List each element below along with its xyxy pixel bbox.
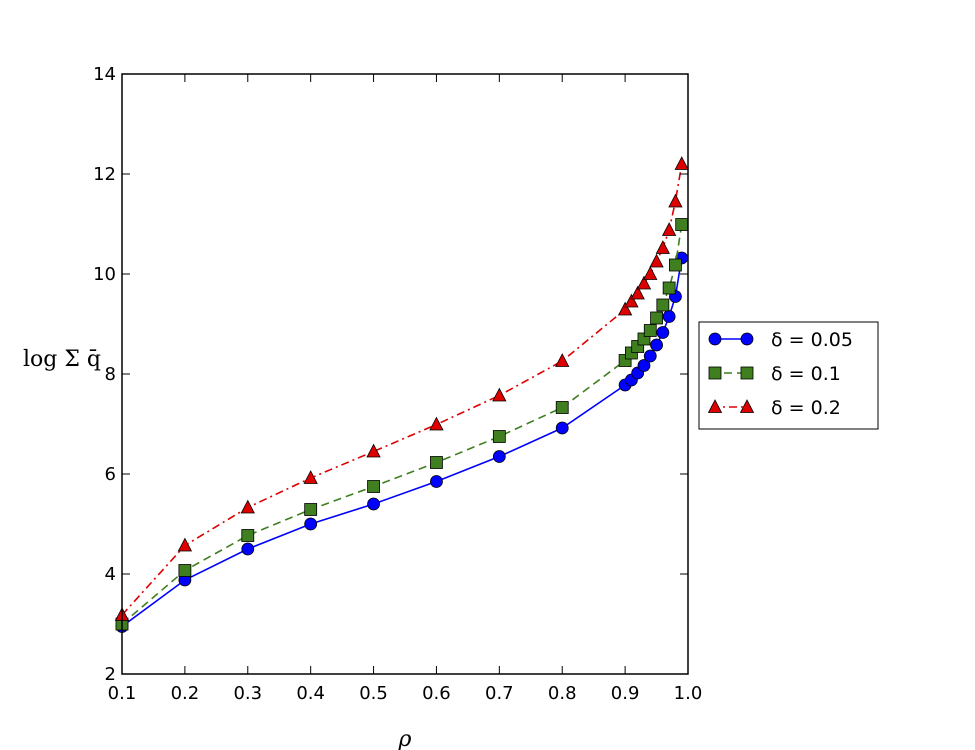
data-point	[617, 301, 633, 316]
data-point	[367, 480, 380, 493]
data-point	[492, 387, 507, 402]
data-point	[492, 430, 506, 443]
data-point	[303, 470, 318, 484]
x-tick-label: 0.2	[171, 683, 200, 704]
data-point	[637, 359, 651, 372]
data-point	[650, 338, 663, 352]
legend-marker	[740, 332, 754, 346]
data-point	[669, 258, 682, 272]
data-point	[241, 529, 255, 542]
data-point	[177, 537, 193, 552]
legend-marker	[708, 366, 722, 380]
x-axis-label: ρ	[398, 727, 412, 750]
data-point	[367, 497, 380, 511]
data-point	[429, 416, 444, 431]
y-axis-label: log Σ q̄	[23, 347, 101, 372]
data-point	[430, 475, 443, 488]
data-point	[674, 156, 689, 170]
legend: δ = 0.05 δ = 0.1 δ = 0.2	[698, 321, 879, 430]
data-point	[630, 285, 645, 300]
legend-item: δ = 0.2	[707, 397, 841, 419]
data-point	[555, 421, 569, 435]
data-point	[649, 253, 664, 268]
data-point	[430, 456, 443, 469]
series-line	[121, 257, 683, 628]
data-point	[662, 281, 676, 295]
x-tick-label: 0.3	[233, 683, 262, 704]
series-line	[121, 224, 683, 625]
data-point	[304, 517, 318, 531]
x-tick-label: 0.4	[296, 683, 325, 704]
x-tick-label: 0.8	[548, 683, 577, 704]
plot-frame	[121, 73, 689, 675]
x-tick-label: 0.1	[108, 683, 137, 704]
data-point	[655, 240, 671, 254]
data-point	[643, 324, 657, 337]
data-point	[555, 401, 569, 414]
data-point	[643, 349, 657, 363]
data-point	[656, 326, 670, 339]
legend-item: δ = 0.1	[708, 363, 841, 385]
y-tick-label: 8	[105, 364, 116, 385]
data-point	[492, 450, 506, 463]
data-point	[624, 293, 639, 308]
y-tick-label: 12	[93, 164, 116, 185]
y-tick-label: 6	[105, 464, 116, 485]
data-point	[675, 218, 689, 231]
legend-label: δ = 0.2	[771, 397, 841, 419]
y-tick-label: 14	[93, 64, 116, 85]
legend-marker	[740, 366, 754, 380]
ticks-layer: 0.1 0.2 0.3 0.4 0.5 0.6 0.7 0.8 0.9 1.0 2 4 6 8 10 12 14	[93, 64, 702, 704]
y-tick-label: 10	[93, 264, 116, 285]
legend-box	[698, 321, 879, 430]
data-point	[178, 564, 192, 577]
x-tick-label: 0.6	[422, 683, 451, 704]
x-tick-label: 0.7	[485, 683, 514, 704]
x-tick-label: 1.0	[674, 683, 703, 704]
legend-label: δ = 0.05	[771, 329, 853, 351]
y-tick-label: 4	[105, 564, 116, 585]
data-point	[241, 542, 255, 556]
legend-marker	[739, 399, 755, 413]
series-layer	[114, 156, 689, 633]
data-point	[555, 353, 570, 367]
legend-label: δ = 0.1	[771, 363, 841, 385]
data-point	[668, 193, 683, 208]
data-point	[636, 275, 652, 290]
data-point	[366, 443, 381, 458]
data-point	[240, 499, 255, 514]
x-tick-label: 0.9	[611, 683, 640, 704]
series-2	[115, 218, 689, 631]
y-tick-label: 2	[105, 664, 116, 685]
data-point	[662, 310, 676, 323]
data-point	[304, 503, 318, 516]
series-1	[115, 251, 689, 633]
data-point	[656, 298, 670, 312]
legend-marker	[707, 399, 723, 413]
legend-item: δ = 0.05	[708, 329, 853, 351]
data-point	[643, 266, 658, 280]
series-3	[114, 156, 689, 621]
data-point	[650, 311, 663, 325]
series-line	[121, 163, 683, 616]
x-tick-label: 0.5	[359, 683, 388, 704]
legend-marker	[708, 332, 722, 346]
data-point	[661, 222, 677, 236]
